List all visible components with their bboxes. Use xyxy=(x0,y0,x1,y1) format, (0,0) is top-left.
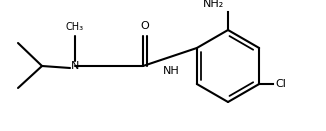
Text: N: N xyxy=(71,61,79,71)
Text: Cl: Cl xyxy=(275,79,286,89)
Text: NH: NH xyxy=(163,66,179,76)
Text: NH₂: NH₂ xyxy=(203,0,224,9)
Text: CH₃: CH₃ xyxy=(66,22,84,32)
Text: O: O xyxy=(141,21,149,31)
